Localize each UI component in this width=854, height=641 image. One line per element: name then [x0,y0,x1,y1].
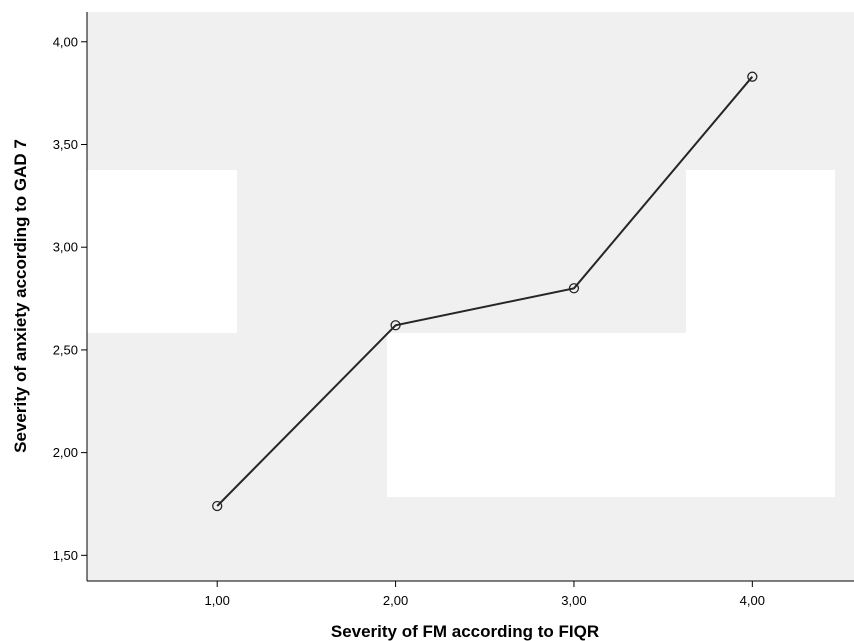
series [212,71,758,512]
y-tick-label: 2,50 [53,342,78,357]
x-tick-label: 1,00 [205,593,230,608]
axes [86,12,854,582]
x-tick-label: 3,00 [561,593,586,608]
x-axis-title: Severity of FM according to FIQR [331,622,599,641]
y-tick-label: 3,00 [53,240,78,255]
x-tick-label: 4,00 [740,593,765,608]
occluding-patch-right-top [686,170,835,333]
data-point [568,283,580,294]
y-tick-label: 3,50 [53,137,78,152]
occluding-patch-left [87,170,237,333]
series-line [216,76,754,507]
x-tick-label: 2,00 [383,593,408,608]
data-point [390,320,401,331]
y-tick-label: 2,00 [53,445,78,460]
y-axis-title: Severity of anxiety according to GAD 7 [11,139,30,453]
y-tick-label: 1,50 [53,548,78,563]
y-tick-label: 4,00 [53,34,78,49]
data-point [212,500,223,512]
data-point [747,71,758,82]
ticks: 1,50 2,00 2,50 3,00 3,50 4,00 1,00 2,00 3,00 4,00 [53,34,765,608]
occluding-patch-right-bottom [387,333,835,497]
